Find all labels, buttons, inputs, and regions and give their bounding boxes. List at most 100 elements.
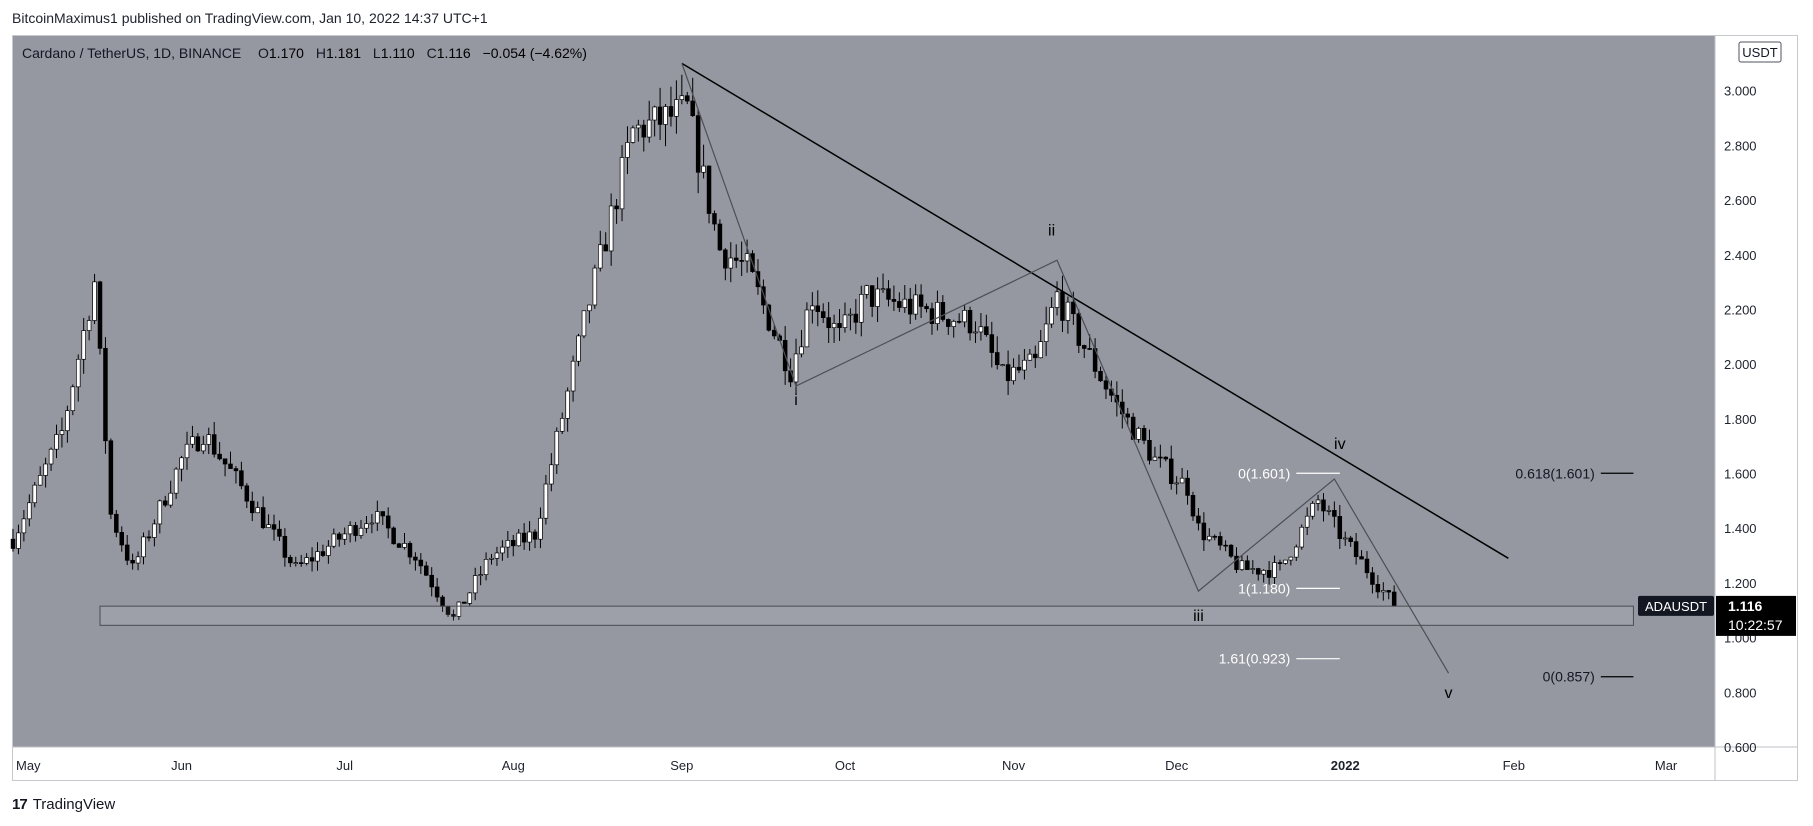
candle-up bbox=[646, 119, 652, 138]
candle-up bbox=[549, 464, 554, 485]
candle-up bbox=[135, 556, 141, 564]
time-tick-label: Jul bbox=[336, 758, 353, 773]
candle-up bbox=[43, 463, 48, 476]
candle-up bbox=[1294, 546, 1299, 558]
candle-down bbox=[733, 257, 739, 261]
candle-down bbox=[380, 511, 386, 517]
candle-up bbox=[369, 522, 375, 525]
candle-up bbox=[59, 430, 65, 435]
time-axis[interactable] bbox=[13, 747, 1715, 780]
candle-down bbox=[918, 294, 924, 307]
candle-down bbox=[1370, 572, 1375, 585]
candle-up bbox=[592, 267, 598, 306]
candle-up bbox=[1315, 499, 1321, 504]
candle-up bbox=[793, 353, 799, 383]
candle-up bbox=[728, 257, 734, 269]
candle-down bbox=[690, 100, 695, 116]
candle-up bbox=[1065, 301, 1071, 321]
candle-up bbox=[206, 434, 212, 445]
price-tick-label: 2.200 bbox=[1724, 302, 1757, 317]
candle-down bbox=[146, 536, 152, 539]
candle-up bbox=[304, 557, 309, 564]
candle-up bbox=[86, 320, 92, 331]
candle-down bbox=[853, 313, 859, 323]
candle-down bbox=[1098, 371, 1103, 382]
time-tick-label: Dec bbox=[1165, 758, 1189, 773]
candle-down bbox=[521, 532, 527, 543]
chart-symbol[interactable]: Cardano / TetherUS, 1D, BINANCE bbox=[22, 45, 241, 61]
candle-down bbox=[815, 305, 821, 312]
candle-up bbox=[494, 552, 500, 559]
candle-up bbox=[342, 533, 347, 540]
candle-down bbox=[130, 559, 135, 564]
candle-down bbox=[1228, 544, 1234, 557]
candle-down bbox=[271, 524, 277, 530]
candle-down bbox=[1364, 558, 1370, 574]
candle-down bbox=[396, 543, 402, 548]
candle-up bbox=[32, 484, 38, 504]
candle-up bbox=[1310, 503, 1315, 517]
candle-down bbox=[1353, 541, 1359, 557]
candle-up bbox=[587, 304, 592, 312]
candle-up bbox=[608, 205, 614, 252]
candle-up bbox=[1288, 556, 1294, 561]
candle-up bbox=[527, 531, 532, 543]
ohlc-open: 1.170 bbox=[269, 45, 304, 61]
candle-up bbox=[598, 244, 603, 269]
candle-down bbox=[946, 319, 951, 327]
candle-down bbox=[418, 559, 424, 567]
candle-down bbox=[511, 540, 516, 547]
candle-down bbox=[1033, 353, 1038, 359]
candle-up bbox=[54, 434, 59, 450]
candle-down bbox=[195, 436, 201, 452]
price-tick-label: 1.200 bbox=[1724, 576, 1757, 591]
candle-down bbox=[10, 538, 16, 549]
candle-down bbox=[451, 614, 456, 617]
candle-down bbox=[1255, 568, 1261, 575]
candle-down bbox=[984, 326, 989, 335]
candle-up bbox=[559, 418, 565, 432]
candle-down bbox=[1212, 535, 1217, 538]
candle-down bbox=[114, 513, 119, 533]
candle-up bbox=[347, 525, 353, 535]
price-tick-label: 1.800 bbox=[1724, 412, 1757, 427]
candle-down bbox=[239, 470, 244, 487]
candle-up bbox=[331, 533, 337, 547]
ohlc-close: 1.116 bbox=[437, 45, 471, 61]
candle-down bbox=[337, 533, 342, 540]
candle-down bbox=[657, 106, 663, 125]
candle-up bbox=[973, 331, 978, 334]
candle-up bbox=[962, 310, 967, 323]
ohlc-readout: O1.170 H1.181 L1.110 C1.116 −0.054 (−4.6… bbox=[258, 45, 587, 61]
tradingview-logo-icon: 17 bbox=[12, 795, 28, 813]
ohlc-low-label: L bbox=[373, 45, 381, 61]
candle-down bbox=[1076, 313, 1082, 346]
candle-up bbox=[75, 358, 81, 388]
candle-up bbox=[744, 253, 750, 262]
candle-up bbox=[1239, 560, 1245, 570]
candle-up bbox=[554, 430, 560, 466]
candle-down bbox=[1071, 301, 1076, 315]
candle-down bbox=[1321, 499, 1326, 512]
candle-down bbox=[1234, 555, 1239, 570]
candle-up bbox=[1174, 482, 1179, 485]
price-tick-label: 2.000 bbox=[1724, 357, 1757, 372]
candle-up bbox=[951, 320, 956, 327]
candle-up bbox=[201, 444, 206, 452]
candle-up bbox=[1250, 568, 1256, 570]
candle-up bbox=[483, 558, 489, 575]
time-axis-ticks: May Jun Jul Aug Sep Oct Nov Dec 2022 Feb Mar bbox=[16, 758, 1678, 773]
candle-up bbox=[864, 285, 869, 295]
candle-down bbox=[1332, 509, 1337, 517]
candle-up bbox=[516, 532, 521, 547]
price-axis[interactable] bbox=[1715, 36, 1798, 780]
candle-down bbox=[163, 500, 168, 506]
candle-up bbox=[157, 500, 163, 525]
candle-down bbox=[1190, 495, 1196, 517]
candle-down bbox=[1391, 591, 1397, 607]
wave-label-v: v bbox=[1445, 685, 1453, 702]
currency-badge[interactable]: USDT bbox=[1738, 41, 1782, 63]
candle-down bbox=[228, 463, 233, 469]
candle-up bbox=[184, 443, 190, 459]
